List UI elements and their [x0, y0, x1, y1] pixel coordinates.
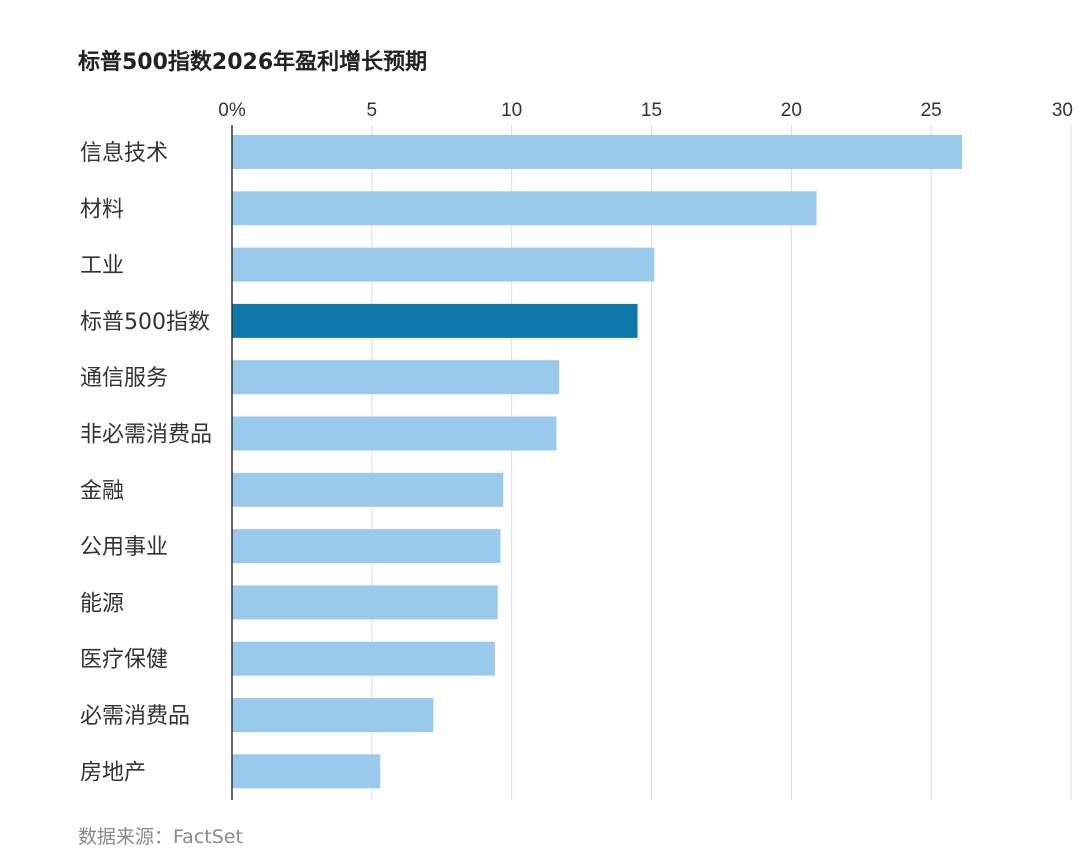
bar	[232, 641, 495, 676]
category-label: 能源	[80, 591, 124, 616]
category-label: 房地产	[80, 760, 146, 785]
x-tick-label: 20	[781, 100, 802, 121]
x-tick-label: 25	[921, 100, 942, 121]
x-tick-label: 10	[501, 100, 522, 121]
x-tick-label: 5	[367, 100, 378, 121]
bar	[232, 416, 557, 451]
chart-title: 标普500指数2026年盈利增长预期	[78, 50, 428, 75]
category-label: 标普500指数	[80, 310, 210, 335]
bar	[232, 247, 655, 282]
bar	[232, 585, 498, 620]
bar-highlight	[232, 303, 638, 338]
bar	[232, 360, 560, 395]
x-tick-label: 15	[641, 100, 662, 121]
category-label: 医疗保健	[80, 648, 168, 673]
x-tick-label: 30	[1052, 100, 1073, 121]
bar	[232, 135, 962, 169]
x-tick-label: 0%	[218, 100, 246, 121]
category-label: 材料	[80, 197, 124, 222]
category-label: 信息技术	[80, 141, 168, 166]
bar	[232, 754, 381, 789]
bar	[232, 698, 434, 732]
category-label: 金融	[80, 479, 124, 504]
bar	[232, 529, 501, 564]
category-label: 公用事业	[80, 535, 168, 560]
category-label: 工业	[80, 254, 124, 279]
source-note: 数据来源：FactSet	[78, 826, 243, 848]
category-label: 通信服务	[80, 366, 168, 391]
category-label: 必需消费品	[80, 704, 190, 729]
bar	[232, 191, 817, 226]
category-label: 非必需消费品	[80, 423, 212, 448]
bar	[232, 472, 504, 507]
